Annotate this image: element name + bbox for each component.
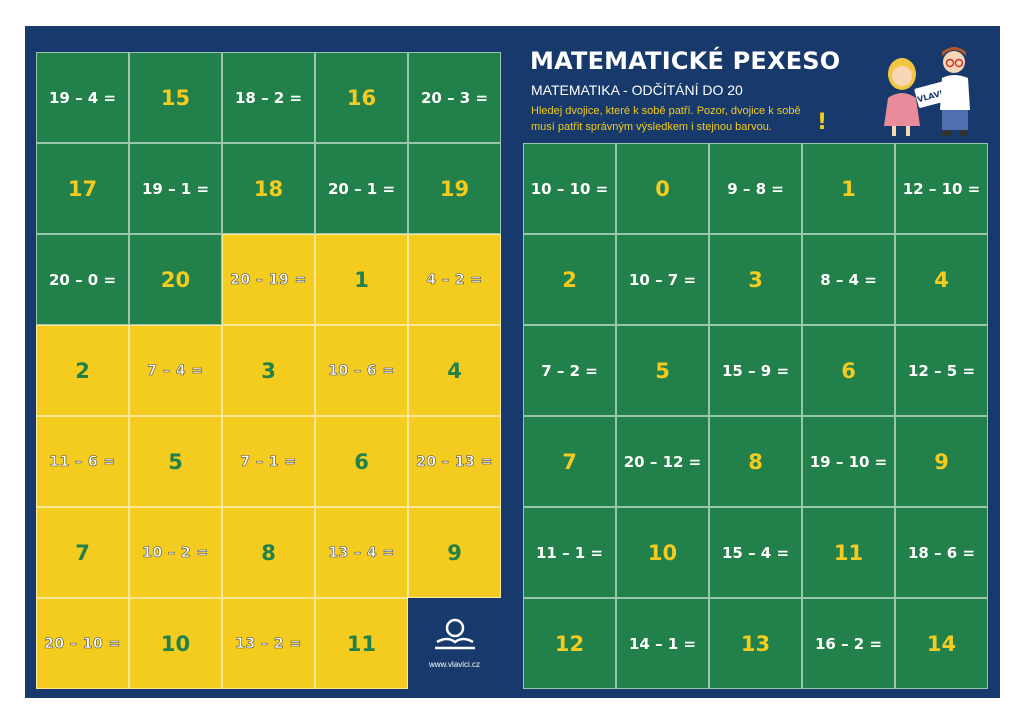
card-number-8[interactable]: 8 — [222, 507, 315, 598]
card-number-9[interactable]: 9 — [408, 507, 501, 598]
card-number-7[interactable]: 7 — [523, 416, 616, 507]
card-number-15[interactable]: 15 — [129, 52, 222, 143]
card-number-20[interactable]: 20 — [129, 234, 222, 325]
card-number-0[interactable]: 0 — [616, 143, 709, 234]
card-expression-11-6[interactable]: 11 – 6 = — [36, 416, 129, 507]
card-expression-20-19[interactable]: 20 – 19 = — [222, 234, 315, 325]
card-expression-14-1[interactable]: 14 – 1 = — [616, 598, 709, 689]
left-card-grid: 19 – 4 = 15 18 – 2 = 16 20 – 3 = 17 19 – 1 = 18… — [36, 52, 501, 689]
card-expression-7-1[interactable]: 7 – 1 = — [222, 416, 315, 507]
card-number-3[interactable]: 3 — [709, 234, 802, 325]
page-subtitle: MATEMATIKA - ODČÍTÁNÍ DO 20 — [531, 82, 743, 98]
card-expression-15-4[interactable]: 15 – 4 = — [709, 507, 802, 598]
card-number-12[interactable]: 12 — [523, 598, 616, 689]
vlavici-logo: www.vlavici.cz — [408, 598, 501, 689]
card-expression-10-6[interactable]: 10 – 6 = — [315, 325, 408, 416]
page-title: MATEMATICKÉ PEXESO — [530, 47, 841, 75]
card-number-5[interactable]: 5 — [616, 325, 709, 416]
card-number-6[interactable]: 6 — [315, 416, 408, 507]
card-expression-7-2[interactable]: 7 – 2 = — [523, 325, 616, 416]
card-number-17[interactable]: 17 — [36, 143, 129, 234]
card-number-8[interactable]: 8 — [709, 416, 802, 507]
card-number-2[interactable]: 2 — [523, 234, 616, 325]
card-number-11[interactable]: 11 — [802, 507, 895, 598]
card-expression-8-4[interactable]: 8 – 4 = — [802, 234, 895, 325]
card-expression-7-4[interactable]: 7 – 4 = — [129, 325, 222, 416]
card-expression-15-9[interactable]: 15 – 9 = — [709, 325, 802, 416]
card-number-3[interactable]: 3 — [222, 325, 315, 416]
kids-illustration: VLAVICI — [884, 47, 970, 136]
card-number-9[interactable]: 9 — [895, 416, 988, 507]
card-number-6[interactable]: 6 — [802, 325, 895, 416]
card-expression-19-4[interactable]: 19 – 4 = — [36, 52, 129, 143]
card-number-16[interactable]: 16 — [315, 52, 408, 143]
card-number-1[interactable]: 1 — [802, 143, 895, 234]
card-number-19[interactable]: 19 — [408, 143, 501, 234]
card-expression-10-2[interactable]: 10 – 2 = — [129, 507, 222, 598]
card-number-2[interactable]: 2 — [36, 325, 129, 416]
card-expression-10-7[interactable]: 10 – 7 = — [616, 234, 709, 325]
card-number-14[interactable]: 14 — [895, 598, 988, 689]
card-expression-4-2[interactable]: 4 – 2 = — [408, 234, 501, 325]
card-expression-20-12[interactable]: 20 – 12 = — [616, 416, 709, 507]
card-expression-20-3[interactable]: 20 – 3 = — [408, 52, 501, 143]
card-expression-20-10[interactable]: 20 – 10 = — [36, 598, 129, 689]
card-number-13[interactable]: 13 — [709, 598, 802, 689]
card-expression-18-6[interactable]: 18 – 6 = — [895, 507, 988, 598]
card-number-1[interactable]: 1 — [315, 234, 408, 325]
card-number-4[interactable]: 4 — [408, 325, 501, 416]
instructions-text: Hledej dvojice, které k sobě patří. Pozo… — [531, 105, 801, 133]
exclamation-mark: ! — [817, 110, 828, 135]
card-number-10[interactable]: 10 — [129, 598, 222, 689]
card-number-10[interactable]: 10 — [616, 507, 709, 598]
logo-url: www.vlavici.cz — [428, 660, 481, 669]
card-expression-9-8[interactable]: 9 – 8 = — [709, 143, 802, 234]
card-expression-20-1[interactable]: 20 – 1 = — [315, 143, 408, 234]
right-card-grid: 10 – 10 = 0 9 – 8 = 1 12 – 10 = 2 10 – 7 = 3 8 –… — [523, 143, 988, 689]
card-expression-18-2[interactable]: 18 – 2 = — [222, 52, 315, 143]
card-number-18[interactable]: 18 — [222, 143, 315, 234]
card-number-5[interactable]: 5 — [129, 416, 222, 507]
card-expression-19-10[interactable]: 19 – 10 = — [802, 416, 895, 507]
card-expression-12-10[interactable]: 12 – 10 = — [895, 143, 988, 234]
card-expression-13-4[interactable]: 13 – 4 = — [315, 507, 408, 598]
card-expression-12-5[interactable]: 12 – 5 = — [895, 325, 988, 416]
card-number-4[interactable]: 4 — [895, 234, 988, 325]
book-reader-icon — [434, 618, 475, 650]
card-expression-10-10[interactable]: 10 – 10 = — [523, 143, 616, 234]
card-expression-13-2[interactable]: 13 – 2 = — [222, 598, 315, 689]
card-number-7[interactable]: 7 — [36, 507, 129, 598]
card-expression-11-1[interactable]: 11 – 1 = — [523, 507, 616, 598]
card-expression-20-13[interactable]: 20 – 13 = — [408, 416, 501, 507]
card-expression-19-1[interactable]: 19 – 1 = — [129, 143, 222, 234]
card-expression-20-0[interactable]: 20 – 0 = — [36, 234, 129, 325]
card-expression-16-2[interactable]: 16 – 2 = — [802, 598, 895, 689]
card-number-11[interactable]: 11 — [315, 598, 408, 689]
